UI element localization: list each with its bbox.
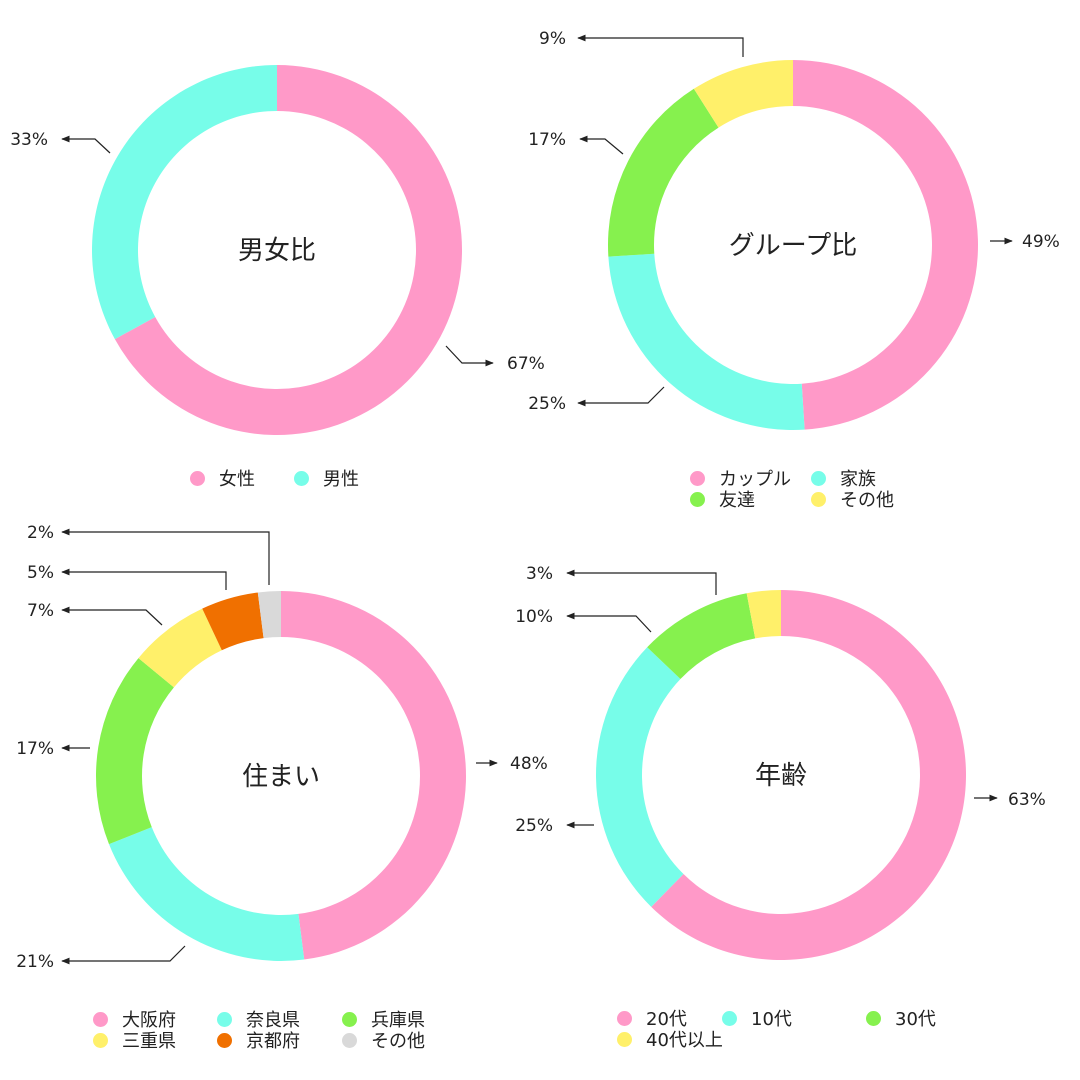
legend-label: 40代以上 xyxy=(646,1030,723,1051)
data-label: 25% xyxy=(528,394,566,414)
legend-item: 女性 xyxy=(190,465,255,491)
callout-line xyxy=(61,135,111,154)
data-label: 7% xyxy=(27,601,54,621)
legend-swatch xyxy=(722,1010,737,1026)
data-label: 21% xyxy=(16,952,54,972)
legend-item: その他 xyxy=(811,486,894,512)
legend-swatch xyxy=(93,1032,108,1048)
legend-swatch xyxy=(217,1011,232,1027)
legend-label: 30代 xyxy=(895,1009,936,1030)
callout-line xyxy=(61,945,186,965)
slice-2 xyxy=(596,647,684,907)
data-label: 17% xyxy=(528,130,566,150)
callout-line xyxy=(61,568,227,590)
legend-item: 奈良県 xyxy=(217,1006,300,1032)
legend-item: 40代以上 xyxy=(617,1026,723,1052)
legend-item: 兵庫県 xyxy=(342,1006,425,1032)
data-label: 10% xyxy=(515,607,553,627)
chart-title: グループ比 xyxy=(729,231,857,261)
data-label: 5% xyxy=(27,563,54,583)
legend-label: その他 xyxy=(840,490,894,511)
callout-line xyxy=(566,569,717,595)
legend-label: 兵庫県 xyxy=(371,1010,425,1031)
legend-label: 男性 xyxy=(323,469,359,490)
slice-3 xyxy=(608,88,719,257)
legend-label: 奈良県 xyxy=(246,1010,300,1031)
chart-title: 住まい xyxy=(242,762,320,792)
legend-swatch xyxy=(342,1011,357,1027)
legend-label: 京都府 xyxy=(246,1031,300,1052)
legend-label: 女性 xyxy=(219,469,255,490)
legend-label: その他 xyxy=(371,1031,425,1052)
legend-item: 男性 xyxy=(294,465,359,491)
slice-3 xyxy=(96,658,174,845)
slice-2 xyxy=(108,827,305,961)
legend-item: カップル xyxy=(690,465,791,491)
legend-swatch xyxy=(217,1032,232,1048)
legend-swatch xyxy=(617,1031,632,1047)
callout-line xyxy=(579,135,624,155)
legend-swatch xyxy=(294,470,309,486)
legend-swatch xyxy=(811,491,826,507)
age-donut-chart: 年齢 63% 25% 10% 3% xyxy=(515,564,1046,960)
slice-5 xyxy=(202,592,264,651)
legend-swatch xyxy=(190,470,205,486)
legend-swatch xyxy=(866,1010,881,1026)
legend-item: 京都府 xyxy=(217,1027,300,1053)
legend-swatch xyxy=(617,1010,632,1026)
data-label: 17% xyxy=(16,739,54,759)
data-label: 3% xyxy=(526,564,553,584)
data-label: 49% xyxy=(1022,232,1060,252)
data-label: 63% xyxy=(1008,790,1046,810)
slice-1 xyxy=(281,591,467,960)
legend-swatch xyxy=(811,470,826,486)
legend-item: その他 xyxy=(342,1027,425,1053)
callout-line xyxy=(577,386,665,407)
legend-item: 家族 xyxy=(811,465,876,491)
slice-4 xyxy=(138,608,222,688)
group-donut-chart: グループ比 49% 25% 17% 9% xyxy=(528,29,1060,430)
callout-line xyxy=(566,612,652,633)
callout-line xyxy=(445,345,494,367)
legend-label: 10代 xyxy=(751,1009,792,1030)
data-label: 48% xyxy=(510,754,548,774)
gender-donut-chart: 男女比 67% 33% xyxy=(10,65,545,435)
legend-swatch xyxy=(93,1011,108,1027)
data-label: 9% xyxy=(539,29,566,49)
legend-item: 友達 xyxy=(690,486,755,512)
slice-6 xyxy=(257,591,281,639)
slice-4 xyxy=(746,590,781,639)
legend-item: 10代 xyxy=(722,1005,792,1031)
chart-title: 男女比 xyxy=(238,236,316,266)
data-label: 2% xyxy=(27,523,54,543)
legend-swatch xyxy=(342,1032,357,1048)
callout-line xyxy=(61,606,163,626)
data-label: 67% xyxy=(507,354,545,374)
slice-2 xyxy=(608,253,805,430)
data-label: 25% xyxy=(515,816,553,836)
residence-donut-chart: 住まい 48% 21% 17% 7% 5% 2% xyxy=(16,523,548,972)
legend-item: 20代 xyxy=(617,1005,687,1031)
slice-4 xyxy=(693,60,793,128)
legend-label: カップル xyxy=(719,469,791,490)
slice-1 xyxy=(793,60,979,430)
callout-line xyxy=(577,34,744,57)
data-label: 33% xyxy=(10,130,48,150)
legend-label: 大阪府 xyxy=(122,1010,176,1031)
chart-title: 年齢 xyxy=(755,761,807,791)
legend-swatch xyxy=(690,491,705,507)
slice-1 xyxy=(651,590,966,960)
legend-item: 30代 xyxy=(866,1005,936,1031)
slice-3 xyxy=(647,593,756,680)
legend-label: 20代 xyxy=(646,1009,687,1030)
slice-2 xyxy=(92,65,278,340)
legend-swatch xyxy=(690,470,705,486)
callout-line xyxy=(61,528,270,585)
legend-item: 三重県 xyxy=(93,1027,176,1053)
legend-label: 家族 xyxy=(840,469,876,490)
legend-label: 三重県 xyxy=(122,1031,176,1052)
legend-item: 大阪府 xyxy=(93,1006,176,1032)
legend-label: 友達 xyxy=(719,490,755,511)
